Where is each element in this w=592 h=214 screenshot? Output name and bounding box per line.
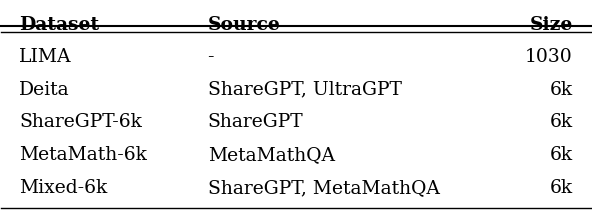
Text: MetaMath-6k: MetaMath-6k [19, 146, 147, 164]
Text: Deita: Deita [19, 81, 70, 99]
Text: Size: Size [530, 16, 573, 34]
Text: Dataset: Dataset [19, 16, 99, 34]
Text: ShareGPT, UltraGPT: ShareGPT, UltraGPT [208, 81, 401, 99]
Text: -: - [208, 48, 214, 66]
Text: Source: Source [208, 16, 281, 34]
Text: 6k: 6k [550, 179, 573, 197]
Text: Mixed-6k: Mixed-6k [19, 179, 107, 197]
Text: ShareGPT, MetaMathQA: ShareGPT, MetaMathQA [208, 179, 439, 197]
Text: MetaMathQA: MetaMathQA [208, 146, 334, 164]
Text: ShareGPT-6k: ShareGPT-6k [19, 113, 142, 131]
Text: LIMA: LIMA [19, 48, 72, 66]
Text: ShareGPT: ShareGPT [208, 113, 303, 131]
Text: 1030: 1030 [525, 48, 573, 66]
Text: 6k: 6k [550, 113, 573, 131]
Text: 6k: 6k [550, 146, 573, 164]
Text: 6k: 6k [550, 81, 573, 99]
